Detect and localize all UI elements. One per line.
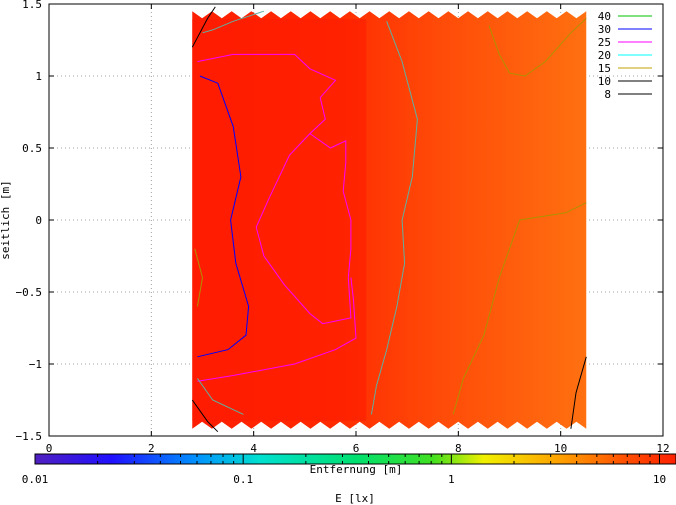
y-tick-label: −0.5 (16, 286, 43, 299)
legend-label: 8 (604, 88, 611, 101)
legend-label: 20 (598, 49, 611, 62)
x-tick-label: 2 (148, 442, 155, 455)
colorbar-ticks: 0.01 0.1 1 10 (22, 454, 666, 486)
contour-line-15 (488, 18, 587, 77)
x-axis-ticks: 0 2 4 6 8 10 12 (46, 4, 670, 455)
colorbar-label: E [lx] (335, 492, 375, 505)
contour-line-25b (197, 277, 357, 382)
y-tick-label: 0.5 (22, 142, 42, 155)
contour-line-10 (570, 356, 587, 429)
legend-label: 40 (598, 10, 611, 23)
x-tick-label: 6 (353, 442, 360, 455)
x-tick-label: 8 (455, 442, 462, 455)
contour-line-15c (194, 248, 204, 307)
x-tick-label: 12 (656, 442, 669, 455)
heatmap-hot-zone (192, 19, 367, 421)
x-axis-label: Entfernung [m] (310, 463, 403, 476)
legend-label: 25 (598, 36, 611, 49)
contour-line-15b (452, 202, 587, 415)
x-tick-label: 4 (250, 442, 257, 455)
y-tick-label: −1 (29, 358, 42, 371)
colorbar-tick-label: 1 (448, 473, 455, 486)
contour-line-10b (191, 6, 216, 48)
colorbar-tick-label: 10 (653, 473, 666, 486)
legend-label: 10 (598, 75, 611, 88)
x-tick-label: 10 (554, 442, 567, 455)
y-tick-label: 1 (35, 70, 42, 83)
contour-line-10c (191, 399, 219, 433)
y-axis-ticks: −1.5 −1 −0.5 0 0.5 1 1.5 (16, 0, 663, 443)
contour-line-20c (196, 378, 244, 415)
contour-line-30 (197, 75, 250, 358)
y-tick-label: −1.5 (16, 430, 43, 443)
legend-label: 15 (598, 62, 611, 75)
illuminance-field (192, 11, 587, 429)
colorbar-tick-label: 0.01 (22, 473, 49, 486)
contour-line-20 (370, 21, 418, 415)
y-axis-label: seitlich [m] (0, 180, 12, 259)
colorbar-tick-label: 0.1 (233, 473, 253, 486)
y-tick-label: 1.5 (22, 0, 42, 11)
y-tick-label: 0 (35, 214, 42, 227)
contour-lines (191, 6, 587, 433)
x-tick-label: 0 (46, 442, 53, 455)
legend-label: 30 (598, 23, 611, 36)
contour-line-25 (197, 53, 352, 325)
contour-line-20b (202, 10, 265, 34)
